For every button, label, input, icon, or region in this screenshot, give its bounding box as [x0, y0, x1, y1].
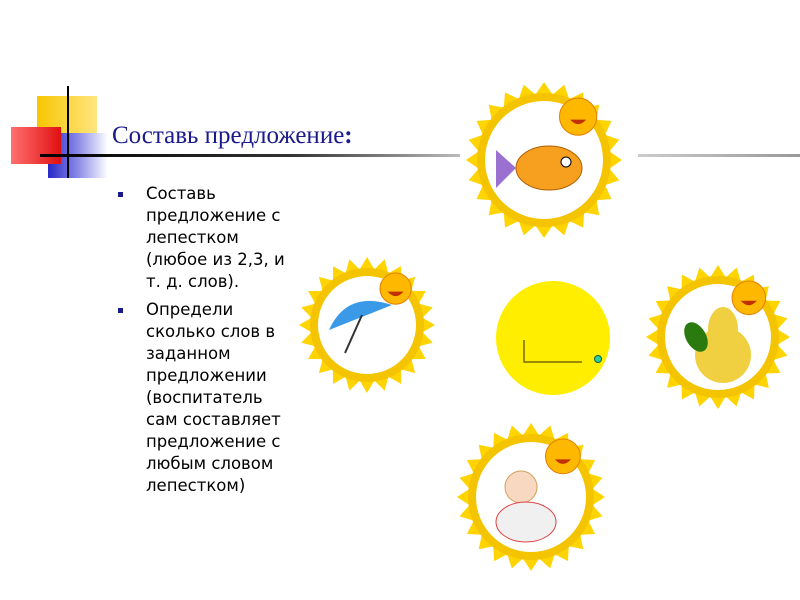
petal	[646, 265, 790, 409]
flower-center	[496, 281, 610, 395]
pear-top	[708, 307, 738, 351]
sun-face-icon	[545, 438, 581, 475]
center-dot	[594, 355, 602, 363]
pear-icon	[684, 307, 751, 383]
umbrella-canopy	[329, 300, 392, 330]
sun-face-icon	[731, 280, 767, 316]
pear-leaf	[684, 322, 708, 352]
umbrella-handle	[344, 314, 363, 354]
doll-dress	[495, 501, 557, 543]
fish-body	[515, 145, 583, 191]
petal	[457, 423, 605, 571]
list-item: Определи сколько слов в заданном предлож…	[118, 299, 288, 497]
title-text: Составь предложение	[112, 122, 345, 149]
sun-smile	[740, 300, 757, 306]
sun-smile	[387, 291, 404, 297]
red-square	[11, 127, 61, 164]
doll-icon	[495, 470, 557, 543]
sun-smile	[554, 459, 571, 464]
sun-smile	[570, 119, 587, 125]
fish-tail	[496, 150, 516, 188]
page-title: Составь предложение:	[112, 122, 353, 150]
bullet-text: Составь предложение с лепестком (любое и…	[146, 184, 285, 291]
sun-face-icon	[559, 97, 598, 136]
umbrella-icon	[329, 300, 392, 354]
petal	[466, 82, 622, 238]
petal	[299, 257, 435, 393]
bullet-icon	[118, 192, 123, 197]
title-colon: :	[344, 122, 353, 149]
doll-head	[504, 470, 538, 504]
sun-face-icon	[379, 272, 412, 305]
bullet-text: Определи сколько слов в заданном предлож…	[146, 300, 281, 495]
bullet-icon	[118, 308, 123, 313]
fish-eye	[560, 156, 572, 168]
title-underline-right	[638, 154, 800, 157]
center-mark	[523, 340, 582, 363]
list-item: Составь предложение с лепестком (любое и…	[118, 183, 288, 293]
fish-icon	[496, 145, 583, 191]
bullet-list: Составь предложение с лепестком (любое и…	[118, 183, 288, 503]
pear-bottom	[695, 327, 751, 383]
title-underline	[40, 154, 460, 157]
vertical-line	[67, 86, 69, 178]
